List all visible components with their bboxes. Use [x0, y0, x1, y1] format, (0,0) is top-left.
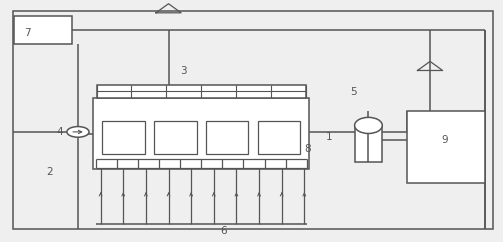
- Text: 6: 6: [220, 226, 227, 236]
- Bar: [355, 125, 382, 162]
- Text: 5: 5: [351, 87, 357, 97]
- Text: 4: 4: [56, 127, 63, 137]
- Bar: [407, 111, 485, 183]
- Bar: [14, 16, 72, 44]
- Text: 9: 9: [442, 135, 449, 145]
- Bar: [206, 121, 248, 154]
- Bar: [102, 121, 145, 154]
- Circle shape: [67, 127, 89, 137]
- Bar: [97, 85, 306, 98]
- Ellipse shape: [355, 117, 382, 134]
- Text: 7: 7: [24, 28, 31, 38]
- Text: 8: 8: [304, 144, 311, 154]
- Text: 1: 1: [326, 132, 332, 142]
- Bar: [93, 98, 309, 169]
- Bar: [258, 121, 300, 154]
- Bar: [154, 121, 197, 154]
- Text: 2: 2: [46, 167, 53, 177]
- Text: 3: 3: [180, 66, 187, 76]
